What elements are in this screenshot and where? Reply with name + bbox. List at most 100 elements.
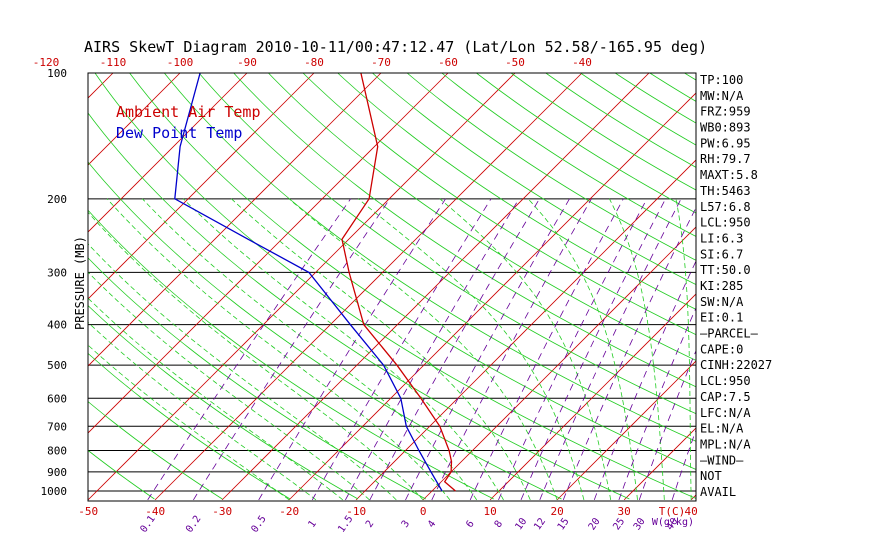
mixing-ratio-label: 1 [306,519,318,530]
dry-adiabat [406,73,696,261]
index-entry: MW:N/A [700,89,744,103]
index-entry: LCL:950 [700,216,751,230]
top-temp-tick-label: -40 [572,56,592,69]
pressure-tick-label: 400 [47,319,67,332]
mixing-ratio-line [618,307,696,501]
dry-adiabat [94,73,696,499]
isotherm-line [88,73,315,300]
mixing-ratio-line [431,198,592,501]
bottom-temp-tick-label: 10 [484,505,497,518]
moist-adiabat [439,198,612,500]
mixing-ratio-label: 25 [611,516,627,532]
index-entry: RH:79.7 [700,152,751,166]
isotherm-line [489,293,696,501]
bottom-temp-tick-label: 20 [551,505,564,518]
index-entry: FRZ:959 [700,105,751,119]
top-temp-tick-label: -80 [304,56,324,69]
mixing-ratio-line [539,198,682,501]
dry-adiabat [545,73,696,168]
dry-adiabat [858,73,870,499]
index-entry: KI:285 [700,279,743,293]
index-entry: TP:100 [700,73,743,87]
dry-adiabat [580,73,696,146]
isotherm-line [758,73,870,500]
bottom-temperature-axis: -50 -40 -30 -20 -10 0 10 20 30 40T(C) [78,505,698,518]
dewpoint-profile [174,73,443,492]
mixing-ratio-label: 0.2 [184,514,203,535]
isotherm-line [288,92,696,501]
bottom-temp-tick-label: -50 [78,505,98,518]
top-temp-tick-label: -50 [505,56,525,69]
dry-adiabat [510,73,696,191]
isotherm-line [154,73,583,501]
index-entry: –PARCEL– [700,327,759,341]
mixing-ratio-line [405,198,570,501]
moist-adiabat [88,271,370,501]
bottom-temp-tick-label: -10 [346,505,366,518]
index-entry: AVAIL [700,485,736,499]
index-entry: LFC:N/A [700,406,751,420]
mixing-ratio-lines [147,198,696,501]
mixing-ratio-label: 0.5 [249,514,268,535]
moist-adiabat [106,198,451,501]
index-entry: EL:N/A [700,422,744,436]
pressure-tick-label: 1000 [41,485,68,498]
legend-dew-point-temp: Dew Point Temp [116,124,242,142]
dry-adiabat [0,73,19,499]
mixing-ratio-line [562,206,696,501]
moist-adiabat [357,198,585,500]
mixing-ratio-label: 4 [426,519,438,530]
top-temp-tick-label: -70 [371,56,391,69]
top-temp-tick-label: -100 [167,56,194,69]
dry-adiabat [337,73,696,310]
pressure-tick-label: 700 [47,420,67,433]
mixing-ratio-line [258,198,446,501]
isotherm-line [88,73,248,233]
index-entry: PW:6.95 [700,136,751,150]
isotherm-line [355,159,696,501]
dry-adiabat [88,304,359,500]
mixing-ratio-line [345,198,520,501]
moist-adiabat [88,321,317,501]
index-entry: TH:5463 [700,184,751,198]
dry-adiabat [88,112,630,500]
moist-adiabat [142,198,478,501]
index-entry: EI:0.1 [700,311,743,325]
isotherm-line [623,427,696,501]
isotherm-line [88,73,382,367]
sounding-profiles [174,73,456,492]
mixing-ratio-line [671,428,696,501]
mixing-ratio-unit: W(g/kg) [652,517,694,528]
isotherm-line [825,73,870,500]
legend-ambient-air-temp: Ambient Air Temp [116,103,261,121]
mixing-ratio-label: 20 [587,516,603,532]
pressure-axis: 100 200 300 400 500 600 700 800 900 1000 [41,67,68,498]
mixing-ratio-line [193,198,391,501]
dry-adiabat [476,73,696,214]
mixing-ratio-label: 12 [532,516,548,532]
isotherm-line [88,73,516,501]
isotherm-line [88,73,181,166]
index-entry: CAP:7.5 [700,390,751,404]
moist-adiabat [88,344,290,501]
dry-adiabat [372,73,696,286]
mixing-ratio-line [469,198,624,501]
moist-adiabat [288,198,558,501]
isobar-lines [88,73,696,492]
index-entry: LI:6.3 [700,231,743,245]
dry-adiabat-lines [0,73,870,500]
moist-adiabat [609,198,665,500]
bottom-temp-tick-label: -40 [145,505,165,518]
top-temp-tick-label: -120 [33,56,60,69]
pressure-tick-label: 300 [47,266,67,279]
dry-adiabat [823,73,870,499]
pressure-tick-label: 500 [47,359,67,372]
dry-adiabat [88,161,562,500]
mixing-ratio-label: 10 [513,516,529,532]
index-entry: –WIND– [700,453,744,467]
mixing-ratio-label: 15 [556,516,572,532]
pressure-tick-label: 200 [47,193,67,206]
index-entry: TT:50.0 [700,263,751,277]
isotherm-line [556,360,696,501]
